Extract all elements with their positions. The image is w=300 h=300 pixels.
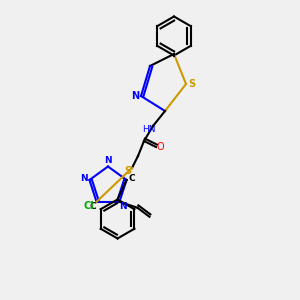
Text: C: C	[90, 202, 96, 211]
Text: O: O	[157, 142, 164, 152]
Text: N: N	[104, 156, 112, 165]
Text: S: S	[124, 166, 131, 176]
Text: S: S	[188, 79, 196, 89]
Text: N: N	[80, 174, 88, 183]
Text: N: N	[131, 91, 139, 101]
Text: N: N	[119, 202, 127, 211]
Text: Cl: Cl	[83, 201, 94, 211]
Text: C: C	[129, 174, 135, 183]
Text: HN: HN	[142, 124, 155, 134]
